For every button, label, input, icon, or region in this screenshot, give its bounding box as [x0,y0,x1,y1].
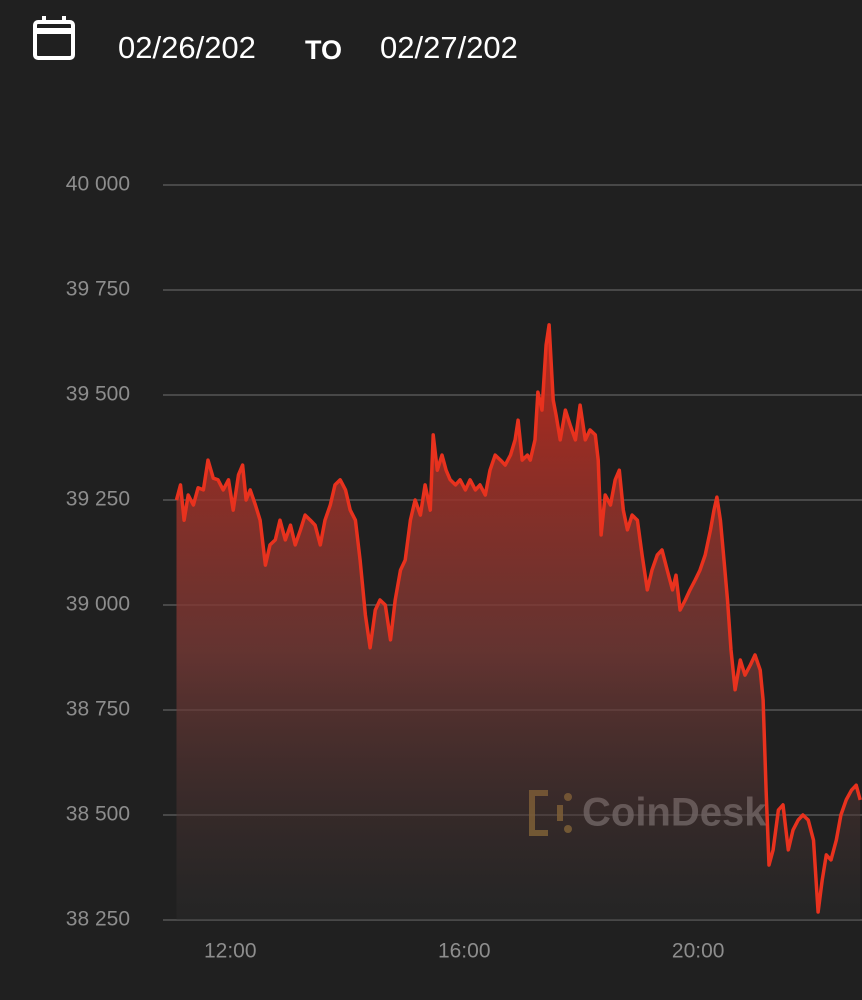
y-tick-label: 38 250 [66,908,130,931]
y-tick-label: 39 000 [66,593,130,616]
area [176,324,861,920]
y-tick-label: 40 000 [66,173,130,196]
y-tick-label: 39 500 [66,383,130,406]
separator: TO [305,35,343,65]
start-date[interactable]: 02/26/202 [118,30,256,65]
calendar-icon[interactable] [33,16,75,60]
end-date[interactable]: 02/27/202 [380,30,518,65]
price-line [174,323,862,914]
y-tick-label: 39 250 [66,488,130,511]
y-tick-label: 38 750 [66,698,130,721]
x-tick-label: 16:00 [438,940,491,963]
x-tick-label: 12:00 [204,940,257,963]
y-tick-label: 39 750 [66,278,130,301]
y-tick-label: 38 500 [66,803,130,826]
x-tick-label: 20:00 [672,940,725,963]
